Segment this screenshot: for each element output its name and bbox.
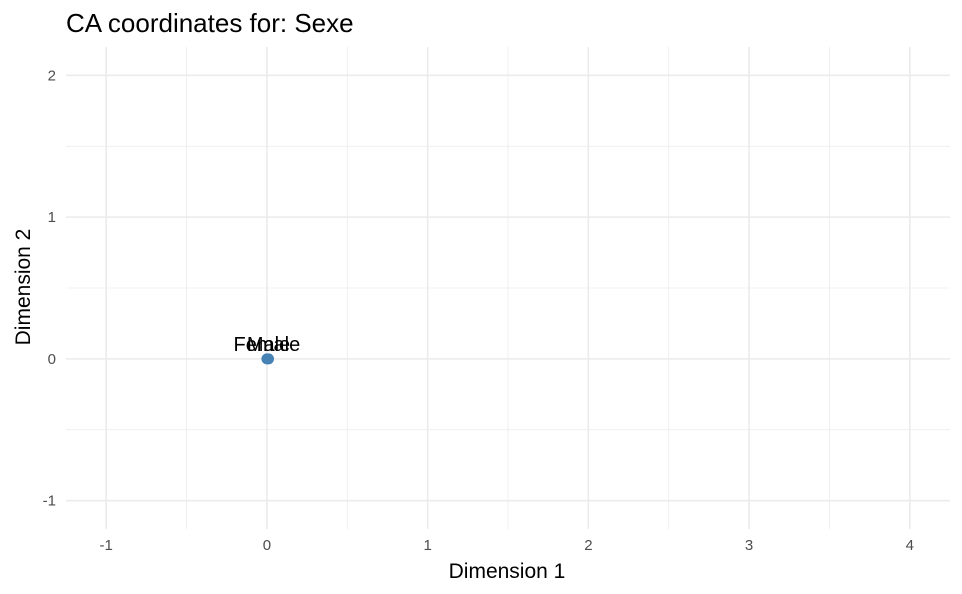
point-label: Female [234,334,301,356]
axis-ticks: -1 0 1 2 3 4 -1 0 1 2 [43,67,914,554]
y-tick-label: 1 [48,209,56,226]
data-points [261,353,275,365]
y-tick-label: 2 [48,67,56,84]
x-tick-label: 2 [584,537,592,554]
x-tick-label: 4 [906,537,914,554]
grid-lines [66,47,950,529]
y-tick-label: -1 [43,493,56,510]
x-tick-label: -1 [100,537,113,554]
y-tick-label: 0 [48,351,56,368]
chart-title: CA coordinates for: Sexe [66,8,354,38]
x-tick-label: 0 [263,537,271,554]
y-axis-title: Dimension 2 [12,229,35,346]
x-tick-label: 1 [423,537,431,554]
point-label: Male [247,334,290,356]
x-tick-label: 3 [745,537,753,554]
data-point [263,353,275,365]
x-axis-title: Dimension 1 [449,560,566,583]
